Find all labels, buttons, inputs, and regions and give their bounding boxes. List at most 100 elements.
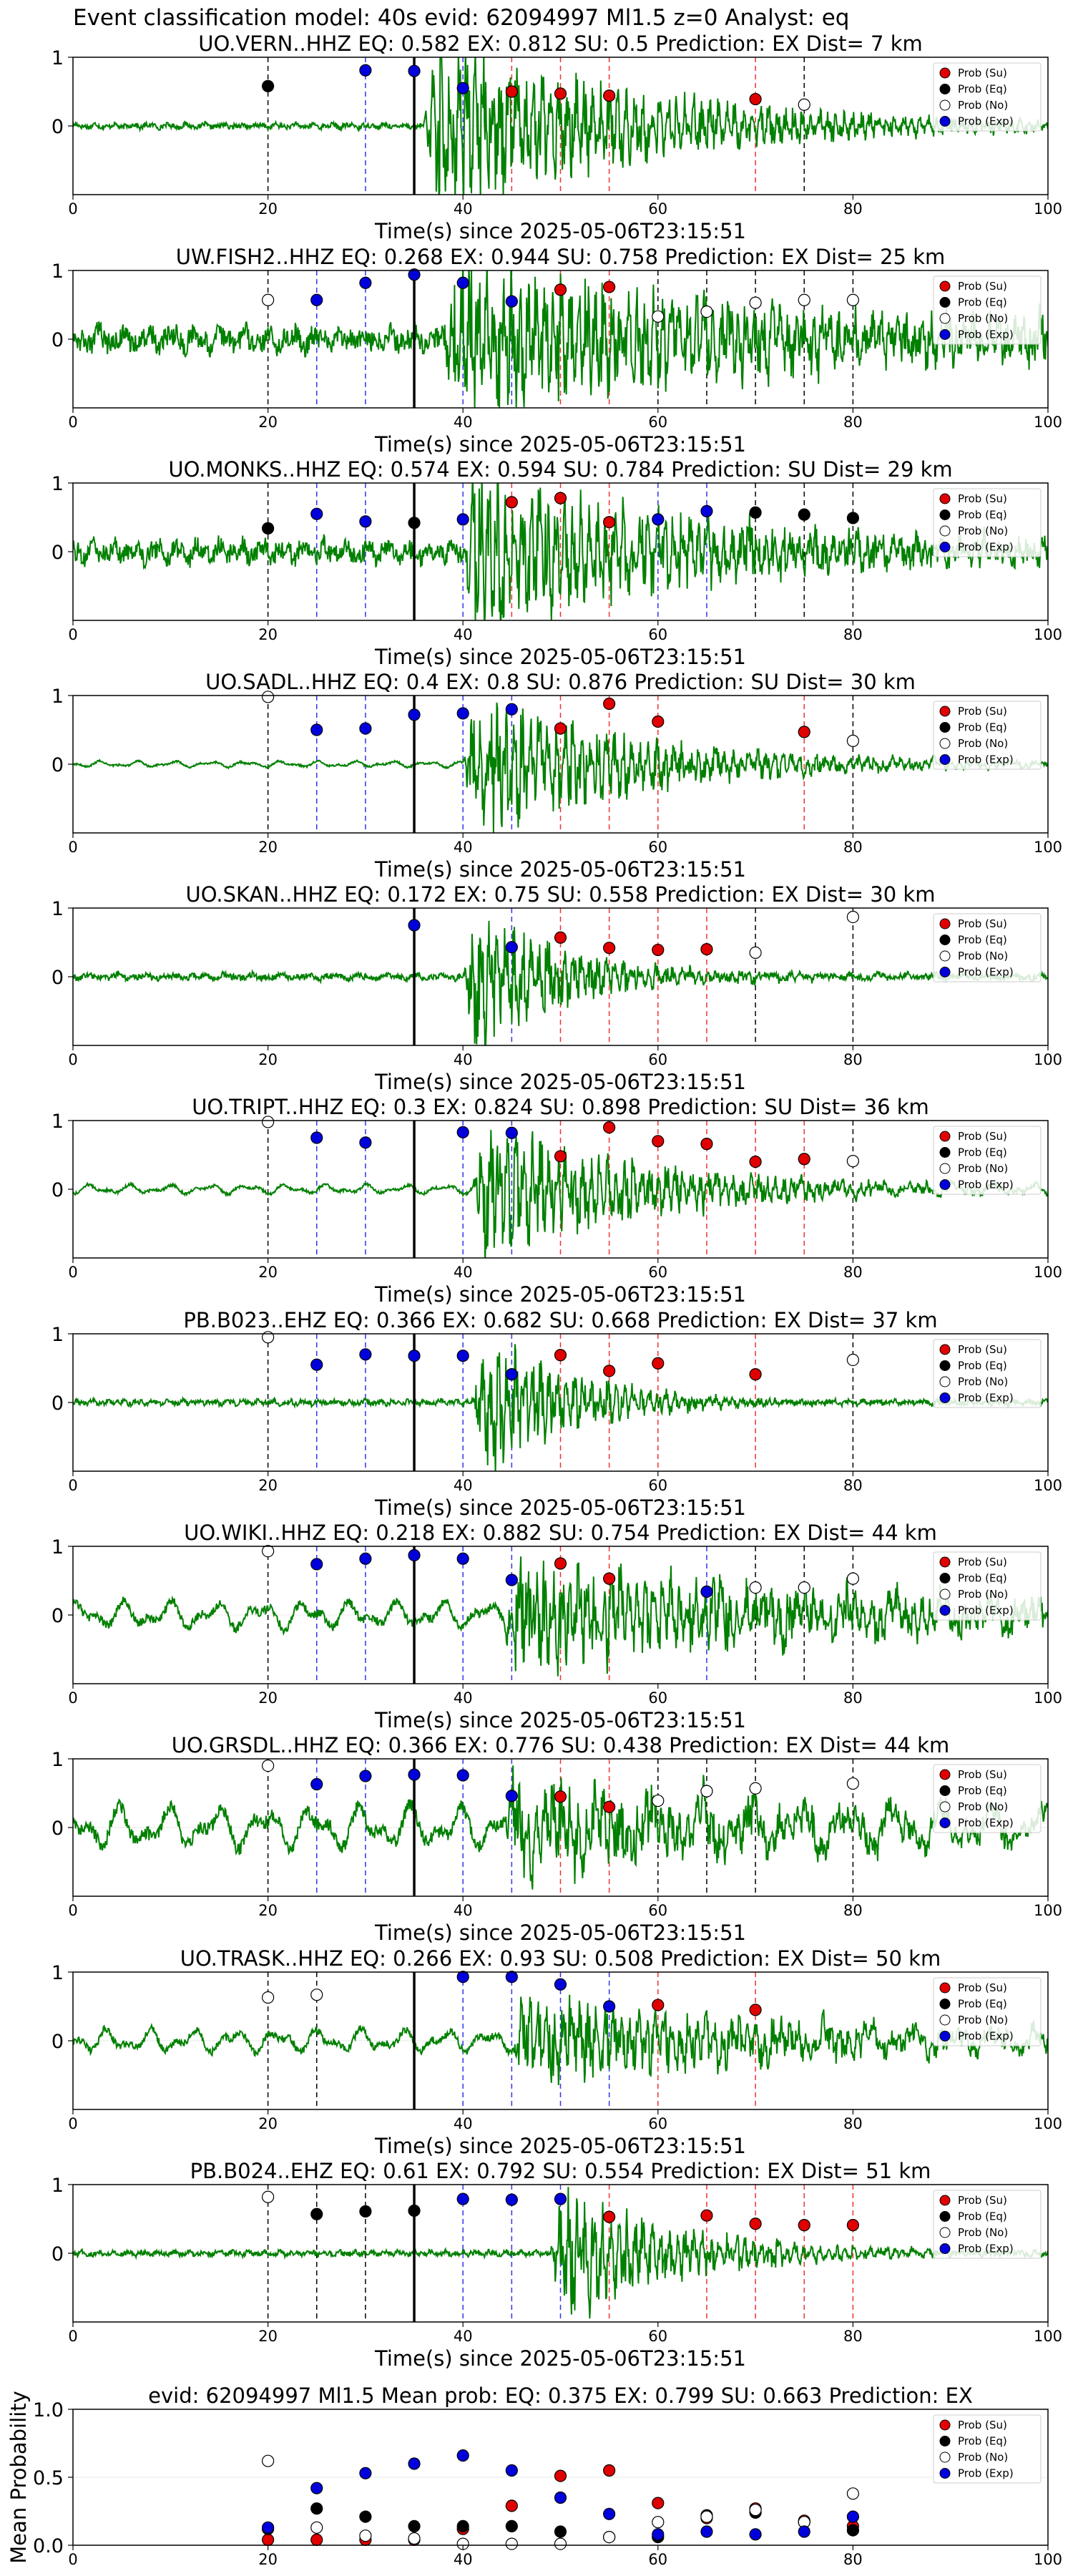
prob-point-exp: [408, 919, 421, 932]
y-tick-label: 0: [52, 1179, 64, 1201]
legend-marker-exp: [939, 2243, 951, 2254]
prob-point-su: [652, 2497, 665, 2509]
x-tick-label: 80: [843, 626, 863, 643]
panel-title: UO.TRIPT..HHZ EQ: 0.3 EX: 0.824 SU: 0.89…: [192, 1095, 929, 1119]
legend-marker-exp: [939, 1179, 951, 1190]
x-tick-label: 0: [68, 1902, 77, 1919]
y-tick-label: 1: [52, 47, 64, 69]
summary-panel: evid: 62094997 Ml1.5 Mean prob: EQ: 0.37…: [6, 2384, 1062, 2568]
x-tick-label: 40: [454, 1902, 473, 1919]
prob-point-su: [798, 1153, 810, 1166]
prob-point-no: [262, 2190, 275, 2203]
y-axis-label: Mean Probability: [6, 2391, 31, 2564]
prob-point-no: [700, 2510, 713, 2523]
y-tick-label: 0: [52, 542, 64, 564]
x-tick-label: 40: [454, 1051, 473, 1068]
panel-title: UO.VERN..HHZ EQ: 0.582 EX: 0.812 SU: 0.5…: [198, 31, 923, 56]
legend-marker-su: [939, 1131, 951, 1142]
legend-marker-eq: [939, 509, 951, 520]
x-axis-label: Time(s) since 2025-05-06T23:15:51: [374, 2134, 746, 2158]
x-tick-label: 40: [454, 2115, 473, 2132]
legend-marker-su: [939, 493, 951, 504]
legend-marker-su: [939, 918, 951, 930]
x-tick-label: 0: [68, 1477, 77, 1494]
legend-label-eq: Prob (Eq): [958, 721, 1007, 734]
prob-point-eq: [846, 2524, 860, 2537]
x-tick-label: 20: [258, 2328, 278, 2345]
x-tick-label: 60: [648, 1689, 667, 1707]
prob-point-no: [262, 293, 275, 306]
y-tick-label: 0: [52, 2243, 64, 2265]
panel-title: UO.MONKS..HHZ EQ: 0.574 EX: 0.594 SU: 0.…: [168, 457, 952, 482]
legend-label-no: Prob (No): [958, 1162, 1008, 1175]
prob-point-no: [505, 2537, 518, 2550]
prob-point-no: [262, 1331, 275, 1344]
prob-point-no: [603, 2531, 616, 2544]
prob-point-no: [846, 293, 860, 306]
prob-point-exp: [456, 276, 469, 289]
prob-point-exp: [505, 1126, 518, 1139]
legend-label-no: Prob (No): [958, 525, 1008, 537]
y-tick-label: 0.0: [33, 2535, 64, 2557]
legend-label-no: Prob (No): [958, 2014, 1008, 2026]
legend-box: [933, 1764, 1042, 1833]
prob-point-eq: [505, 2519, 518, 2532]
prob-point-exp: [359, 276, 372, 289]
prob-point-exp: [603, 2507, 616, 2520]
legend-label-su: Prob (Su): [958, 67, 1007, 79]
x-tick-label: 0: [68, 626, 77, 643]
prob-point-no: [262, 1991, 275, 2004]
legend-label-no: Prob (No): [958, 1800, 1008, 1813]
legend-marker-exp: [939, 1605, 951, 1616]
legend-label-su: Prob (Su): [958, 280, 1007, 293]
prob-point-exp: [456, 1971, 469, 1984]
legend-marker-no: [939, 99, 951, 111]
x-tick-label: 20: [258, 626, 278, 643]
prob-point-su: [700, 2209, 713, 2222]
legend-marker-no: [939, 1163, 951, 1174]
prob-point-exp: [505, 2193, 518, 2206]
y-tick-label: 0: [52, 2031, 64, 2053]
x-tick-label: 40: [454, 1689, 473, 1707]
station-panel: UO.TRASK..HHZ EQ: 0.266 EX: 0.93 SU: 0.5…: [52, 1946, 1062, 2158]
prob-point-su: [798, 2219, 810, 2232]
y-tick-label: 0: [52, 1392, 64, 1415]
legend-marker-su: [939, 1982, 951, 1994]
x-axis-label: Time(s) since 2025-05-06T23:15:51: [374, 1921, 746, 1945]
legend-box: [933, 62, 1042, 132]
prob-point-exp: [359, 1552, 372, 1565]
x-tick-label: 20: [258, 1689, 278, 1707]
x-tick-label: 100: [1034, 414, 1062, 431]
prob-point-exp: [408, 268, 421, 281]
x-tick-label: 20: [258, 2115, 278, 2132]
legend-label-su: Prob (Su): [958, 917, 1007, 930]
prob-point-su: [505, 85, 518, 98]
legend-marker-no: [939, 2014, 951, 2026]
x-tick-label: 80: [843, 1477, 863, 1494]
station-panel: PB.B023..EHZ EQ: 0.366 EX: 0.682 SU: 0.6…: [52, 1308, 1062, 1520]
prob-point-su: [652, 715, 665, 728]
waveform-trace: [73, 2187, 1048, 2319]
prob-point-no: [262, 2454, 275, 2467]
panel-title: UO.SADL..HHZ EQ: 0.4 EX: 0.8 SU: 0.876 P…: [205, 670, 916, 694]
legend-marker-no: [939, 738, 951, 749]
x-tick-label: 0: [68, 414, 77, 431]
station-panel: UO.VERN..HHZ EQ: 0.582 EX: 0.812 SU: 0.5…: [52, 31, 1062, 243]
prob-point-eq: [310, 2502, 323, 2515]
legend-marker-su: [939, 1344, 951, 1355]
x-tick-label: 100: [1034, 1689, 1062, 1707]
prob-point-su: [554, 1790, 567, 1803]
x-tick-label: 80: [843, 1689, 863, 1707]
prob-point-exp: [310, 1558, 323, 1571]
legend-box: [933, 1551, 1042, 1621]
legend-marker-no: [939, 525, 951, 537]
x-tick-label: 80: [843, 2551, 863, 2568]
y-tick-label: 1: [52, 1324, 64, 1346]
prob-point-exp: [505, 1574, 518, 1586]
legend-label-eq: Prob (Eq): [958, 83, 1007, 96]
prob-point-no: [846, 910, 860, 924]
prob-point-su: [603, 1121, 616, 1134]
x-tick-label: 40: [454, 626, 473, 643]
legend-marker-eq: [939, 1999, 951, 2009]
prob-point-exp: [505, 941, 518, 954]
